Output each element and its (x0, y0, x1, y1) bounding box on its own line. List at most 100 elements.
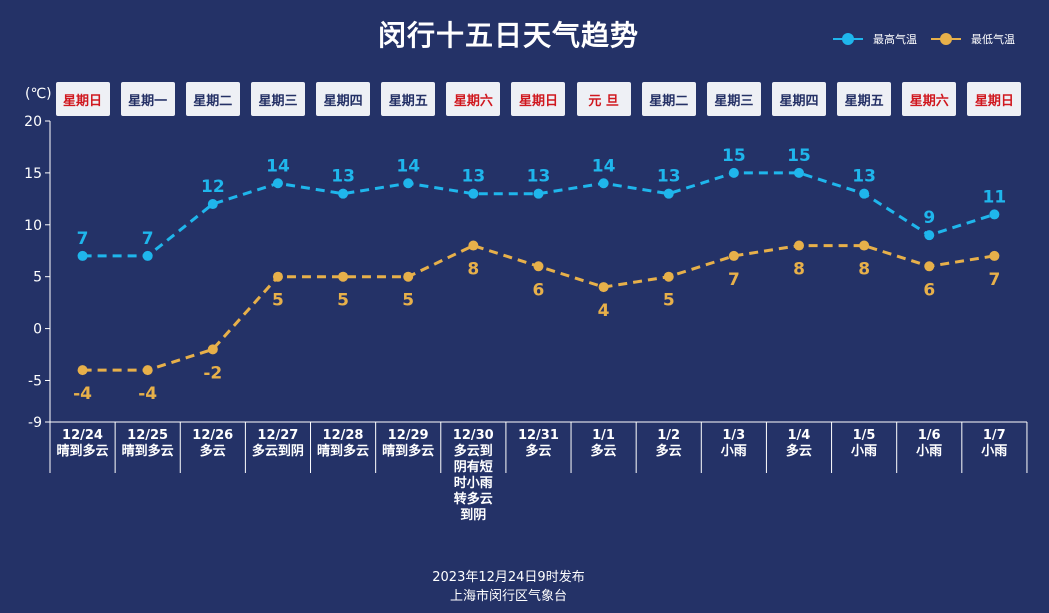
x-tick-label: 1/7 (982, 428, 1006, 443)
data-point (598, 178, 609, 189)
weather-label: 多云到阴 (251, 444, 304, 459)
day-column: 1/3 小雨 (701, 428, 766, 460)
data-label: -4 (73, 384, 92, 404)
day-column: 12/27 多云到阴 (245, 428, 310, 460)
data-label: -2 (203, 363, 222, 383)
data-label: 5 (337, 291, 349, 311)
data-point (924, 261, 935, 272)
day-column: 1/1 多云 (571, 428, 636, 460)
weekday-label: 星期日 (511, 82, 566, 116)
data-label: 7 (988, 270, 1000, 290)
data-point (793, 167, 804, 178)
data-label: 14 (396, 156, 420, 176)
series-line-high (82, 171, 995, 258)
x-tick-label: 1/1 (592, 428, 615, 443)
day-column: 1/2 多云 (636, 428, 701, 460)
x-tick-label: 12/24 (62, 428, 103, 443)
day-column: 12/24 晴到多云 (50, 428, 115, 460)
day-column: 1/7 小雨 (962, 428, 1027, 460)
weather-label: 晴到多云 (382, 444, 435, 459)
legend-low-swatch (931, 33, 961, 45)
weekday-label: 星期日 (967, 82, 1022, 116)
day-column: 12/28 晴到多云 (311, 428, 376, 460)
x-tick-label: 12/30 (452, 428, 494, 443)
y-axis-unit: (℃) (25, 86, 52, 102)
weather-label: 多云 (590, 444, 617, 459)
legend-high-label: 最高气温 (873, 33, 917, 46)
weekday-label: 星期二 (641, 82, 696, 116)
data-point (77, 250, 88, 261)
x-tick-label: 1/5 (852, 428, 876, 443)
data-label: 13 (462, 167, 486, 187)
data-point (207, 344, 218, 355)
x-tick-label: 12/28 (322, 428, 364, 443)
data-point (728, 250, 739, 261)
data-point (598, 282, 609, 293)
weekday-label: 元 旦 (576, 82, 631, 116)
legend-item-low[interactable]: 最低气温 (931, 31, 1015, 47)
day-column: 12/31 多云 (506, 428, 571, 460)
data-point (272, 178, 283, 189)
y-tick-label: 10 (24, 218, 42, 234)
data-label: 8 (793, 260, 805, 280)
data-label: 7 (728, 270, 740, 290)
data-point (859, 240, 870, 251)
x-tick-label: 1/6 (917, 428, 941, 443)
data-point (859, 188, 870, 199)
data-label: 11 (983, 187, 1007, 207)
weather-label: 多云 (525, 444, 552, 459)
data-point (77, 365, 88, 376)
chart-title: 闵行十五日天气趋势 (377, 19, 639, 52)
weekday-label: 星期一 (120, 82, 175, 116)
x-tick-label: 1/2 (657, 428, 681, 443)
weekday-label: 星期六 (446, 82, 501, 116)
data-label: 7 (77, 229, 89, 249)
y-tick-label: 5 (33, 270, 42, 286)
data-label: 14 (266, 156, 290, 176)
y-tick-label: 0 (33, 322, 42, 338)
data-point (142, 250, 153, 261)
data-label: 7 (142, 229, 154, 249)
data-point (207, 199, 218, 210)
data-label: 5 (402, 291, 414, 311)
data-label: 8 (467, 260, 479, 280)
weather-label: 小雨 (916, 444, 943, 459)
x-tick-label: 12/29 (387, 428, 429, 443)
legend-item-high[interactable]: 最高气温 (833, 31, 917, 47)
data-point (338, 271, 349, 282)
data-point (793, 240, 804, 251)
day-column: 12/29 晴到多云 (376, 428, 441, 460)
day-column: 1/6 小雨 (897, 428, 962, 460)
data-label: 6 (533, 280, 545, 300)
data-point (468, 188, 479, 199)
weather-label: 晴到多云 (56, 444, 109, 459)
weather-label: 小雨 (981, 444, 1008, 459)
data-point (924, 230, 935, 241)
y-tick-label: 20 (24, 114, 42, 130)
x-tick-label: 12/25 (127, 428, 169, 443)
weekday-label: 星期五 (381, 82, 436, 116)
x-tick-label: 12/26 (192, 428, 234, 443)
weather-label: 晴到多云 (317, 444, 370, 459)
day-column: 1/5 小雨 (832, 428, 897, 460)
data-label: 9 (923, 208, 935, 228)
y-tick-label: 15 (24, 166, 42, 182)
data-label: 13 (852, 167, 876, 187)
x-tick-label: 12/27 (257, 428, 299, 443)
data-point (728, 167, 739, 178)
day-column: 12/30 多云到阴有短时小雨转多云到阴 (441, 428, 506, 524)
data-point (663, 188, 674, 199)
weekday-label: 星期三 (706, 82, 761, 116)
weekday-label: 星期日 (55, 82, 110, 116)
data-label: 13 (331, 167, 355, 187)
day-column: 12/26 多云 (180, 428, 245, 460)
data-label: -4 (138, 384, 157, 404)
data-label: 8 (858, 260, 870, 280)
data-point (338, 188, 349, 199)
y-tick-label: -5 (28, 373, 42, 389)
day-column: 1/4 多云 (766, 428, 831, 460)
weather-label: 多云 (199, 444, 226, 459)
weather-label: 小雨 (720, 444, 747, 459)
weekday-label: 星期二 (185, 82, 240, 116)
